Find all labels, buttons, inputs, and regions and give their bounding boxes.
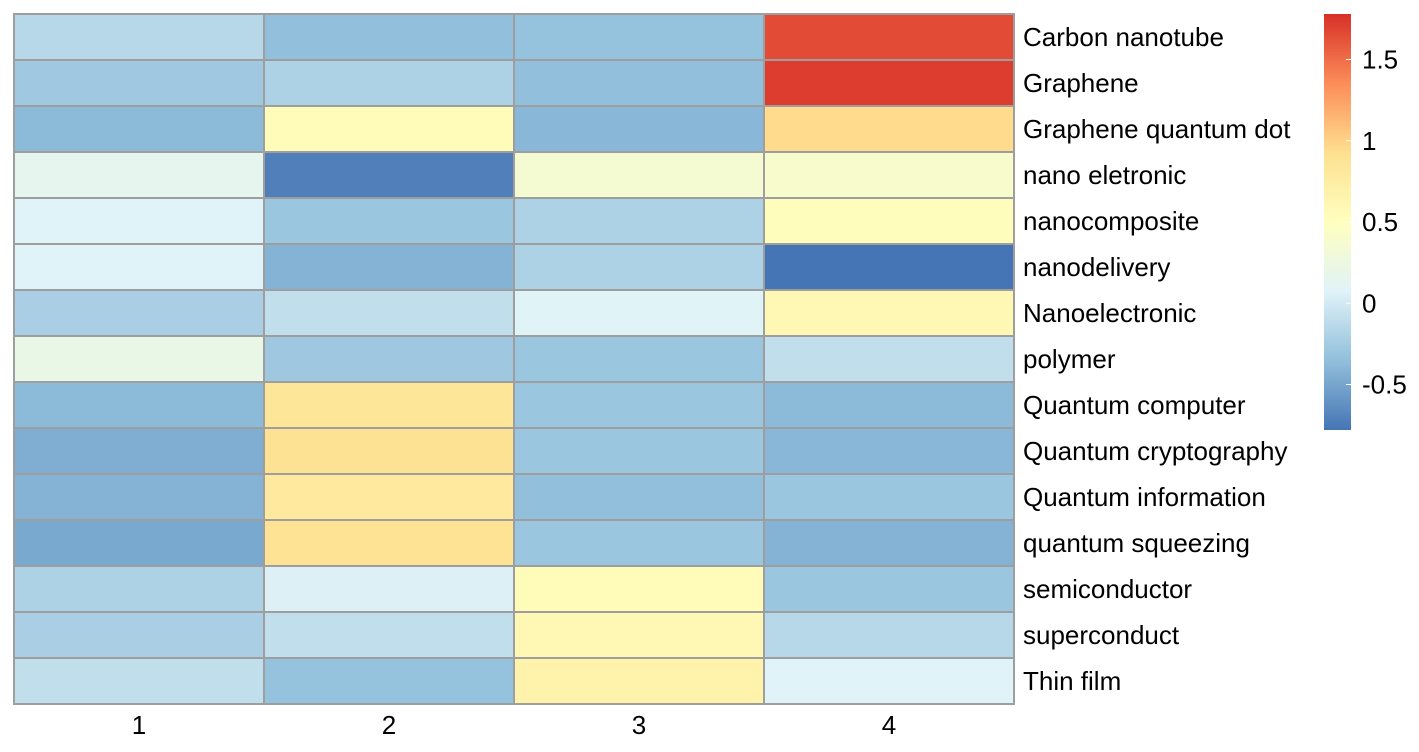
heatmap-cell (513, 59, 765, 107)
row-label: superconduct (1023, 620, 1180, 650)
heatmap-cell (263, 611, 515, 659)
heatmap-cell (513, 611, 765, 659)
heatmap-cell (263, 427, 515, 475)
row-label: polymer (1023, 344, 1116, 374)
heatmap-cell (263, 335, 515, 383)
heatmap-cell (13, 427, 265, 475)
heatmap-cell (763, 565, 1015, 613)
heatmap-cell (763, 243, 1015, 291)
heatmap-cell (263, 197, 515, 245)
heatmap-cell (513, 243, 765, 291)
heatmap-cell (513, 427, 765, 475)
heatmap-cell (13, 151, 265, 199)
heatmap-cell (13, 611, 265, 659)
heatmap-cell (763, 519, 1015, 567)
heatmap-cell (763, 105, 1015, 153)
heatmap-cell (763, 13, 1015, 61)
column-label: 3 (632, 710, 646, 740)
heatmap-cell (13, 565, 265, 613)
heatmap-cell (763, 473, 1015, 521)
heatmap-cell (13, 59, 265, 107)
heatmap-cell (513, 519, 765, 567)
row-label: Quantum information (1023, 482, 1266, 512)
heatmap-cell (763, 59, 1015, 107)
heatmap-cell (513, 657, 765, 705)
heatmap-cell (763, 657, 1015, 705)
row-label: Thin film (1023, 666, 1121, 696)
row-label: semiconductor (1023, 574, 1192, 604)
row-label: Graphene (1023, 68, 1139, 98)
heatmap-cell (13, 289, 265, 337)
legend-tick-label: 1 (1362, 126, 1376, 156)
heatmap-cell (513, 473, 765, 521)
heatmap-cell (263, 565, 515, 613)
heatmap-cell (263, 657, 515, 705)
legend-tick-label: 1.5 (1362, 45, 1398, 75)
heatmap-cell (513, 197, 765, 245)
column-labels: 1 2 3 4 (132, 710, 896, 740)
heatmap-cell (263, 13, 515, 61)
heatmap-cell (763, 335, 1015, 383)
heatmap-cells (13, 13, 1015, 705)
heatmap-cell (263, 243, 515, 291)
heatmap-cell (263, 105, 515, 153)
row-label: nanodelivery (1023, 252, 1170, 282)
row-label: Graphene quantum dot (1023, 114, 1291, 144)
column-label: 2 (382, 710, 396, 740)
legend-tick-label: 0.5 (1362, 207, 1398, 237)
row-labels: Carbon nanotube Graphene Graphene quantum … (1023, 22, 1291, 696)
heatmap-cell (513, 151, 765, 199)
column-label: 4 (882, 710, 896, 740)
heatmap-cell (763, 197, 1015, 245)
heatmap-cell (513, 105, 765, 153)
heatmap-cell (513, 335, 765, 383)
heatmap-cell (763, 381, 1015, 429)
heatmap-cell (13, 657, 265, 705)
heatmap-cell (513, 13, 765, 61)
heatmap-cell (13, 519, 265, 567)
legend-tick-label: -0.5 (1362, 370, 1407, 400)
row-label: Carbon nanotube (1023, 22, 1224, 52)
heatmap-cell (513, 565, 765, 613)
row-label: nanocomposite (1023, 206, 1199, 236)
heatmap-cell (513, 381, 765, 429)
heatmap-cell (263, 151, 515, 199)
heatmap-cell (763, 151, 1015, 199)
column-label: 1 (132, 710, 146, 740)
legend-tick-label: 0 (1362, 288, 1376, 318)
row-label: Nanoelectronic (1023, 298, 1196, 328)
heatmap-cell (763, 427, 1015, 475)
heatmap-cell (13, 381, 265, 429)
color-legend-ticks: 1.5 1 0.5 0 -0.5 (1346, 45, 1407, 400)
heatmap-cell (263, 59, 515, 107)
heatmap-cell (263, 473, 515, 521)
heatmap-cell (13, 473, 265, 521)
heatmap-cell (13, 243, 265, 291)
heatmap-cell (763, 289, 1015, 337)
color-legend: 1.5 1 0.5 0 -0.5 (1324, 14, 1407, 430)
heatmap-cell (263, 289, 515, 337)
heatmap-cell (513, 289, 765, 337)
heatmap-cell (763, 611, 1015, 659)
heatmap-cell (13, 105, 265, 153)
heatmap-cell (13, 197, 265, 245)
row-label: nano eletronic (1023, 160, 1186, 190)
row-label: quantum squeezing (1023, 528, 1250, 558)
heatmap-cell (263, 381, 515, 429)
row-label: Quantum cryptography (1023, 436, 1287, 466)
heatmap-cell (13, 13, 265, 61)
heatmap-cell (263, 519, 515, 567)
row-label: Quantum computer (1023, 390, 1246, 420)
heatmap-cell (13, 335, 265, 383)
